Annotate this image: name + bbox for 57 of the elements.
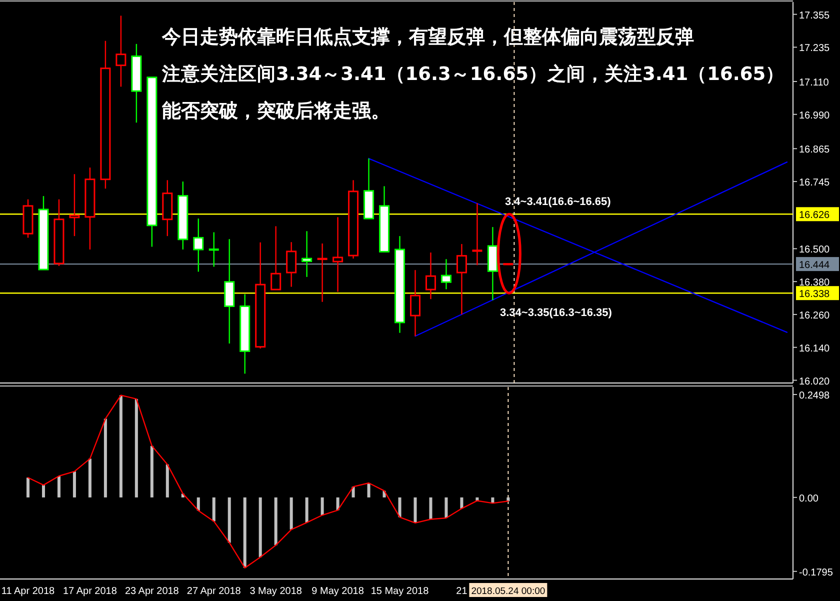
annotation: 3.34~3.35(16.3~16.35) (500, 307, 612, 319)
y-tick-label: 16.020 (799, 376, 830, 388)
bar (429, 497, 432, 520)
bar (166, 464, 169, 498)
bar (104, 418, 107, 498)
y-tick-label: 16.865 (799, 144, 830, 156)
y-tick-label: 0.00 (799, 493, 819, 504)
annotation: 能否突破，突破后将走强。 (162, 100, 390, 122)
ref-line-label: 16.444 (799, 260, 830, 272)
y-tick-label: -0.1795 (799, 567, 834, 578)
bar (196, 497, 200, 511)
bar (57, 476, 60, 498)
y-tick-label: 16.140 (799, 343, 830, 354)
bar (228, 497, 231, 543)
bar (367, 483, 370, 498)
bar (414, 497, 417, 523)
bar (119, 395, 122, 498)
x-tick-label: 23 Apr 2018 (124, 586, 180, 597)
bar (134, 398, 138, 498)
bar (88, 458, 92, 498)
bar (460, 497, 464, 509)
y-tick-label: 16.990 (799, 110, 830, 122)
bar (150, 446, 154, 498)
ref-line-label: 16.338 (799, 289, 830, 300)
bar (26, 478, 30, 498)
annotation: 今日走势依靠昨日低点支撑，有望反弹，但整体偏向震荡型反弹 (161, 26, 694, 48)
bar (320, 497, 324, 516)
x-tick-label: 3 May 2018 (250, 586, 302, 597)
y-tick-label: 16.380 (799, 278, 830, 289)
x-tick-label: 17 Apr 2018 (62, 586, 118, 597)
x-tick-label: 11 Apr 2018 (1, 586, 56, 597)
annotation: 注意关注区间3.34～3.41（16.3～16.65）之间，关注3.41（16.65） (161, 63, 785, 85)
bar (444, 497, 448, 518)
y-tick-label: 17.235 (799, 43, 830, 54)
x-tick-label: 27 Apr 2018 (186, 586, 242, 597)
x-tick-label: 15 May 2018 (370, 586, 430, 597)
bar (274, 497, 278, 546)
bar (72, 471, 76, 498)
y-tick-label: 17.355 (799, 10, 830, 22)
x-tick-label: 21 (456, 586, 468, 597)
ref-line-label: 16.626 (799, 210, 830, 222)
y-tick-label: 0.2498 (799, 390, 830, 402)
x-tick-label: 2018.05.24 00:00 (471, 586, 546, 597)
bar (290, 497, 293, 530)
bar (42, 485, 45, 498)
line-series (27, 394, 509, 568)
y-tick-label: 17.110 (799, 77, 830, 88)
y-tick-label: 16.745 (799, 178, 830, 189)
bar (243, 497, 246, 568)
bar (305, 497, 308, 523)
bar (212, 497, 216, 522)
x-tick-label: 9 May 2018 (312, 586, 364, 597)
y-tick-label: 16.260 (799, 310, 830, 322)
bar (258, 497, 262, 558)
y-tick-label: 16.500 (799, 244, 830, 256)
annotation: 3.4~3.41(16.6~16.65) (505, 196, 612, 208)
bar (398, 497, 402, 518)
